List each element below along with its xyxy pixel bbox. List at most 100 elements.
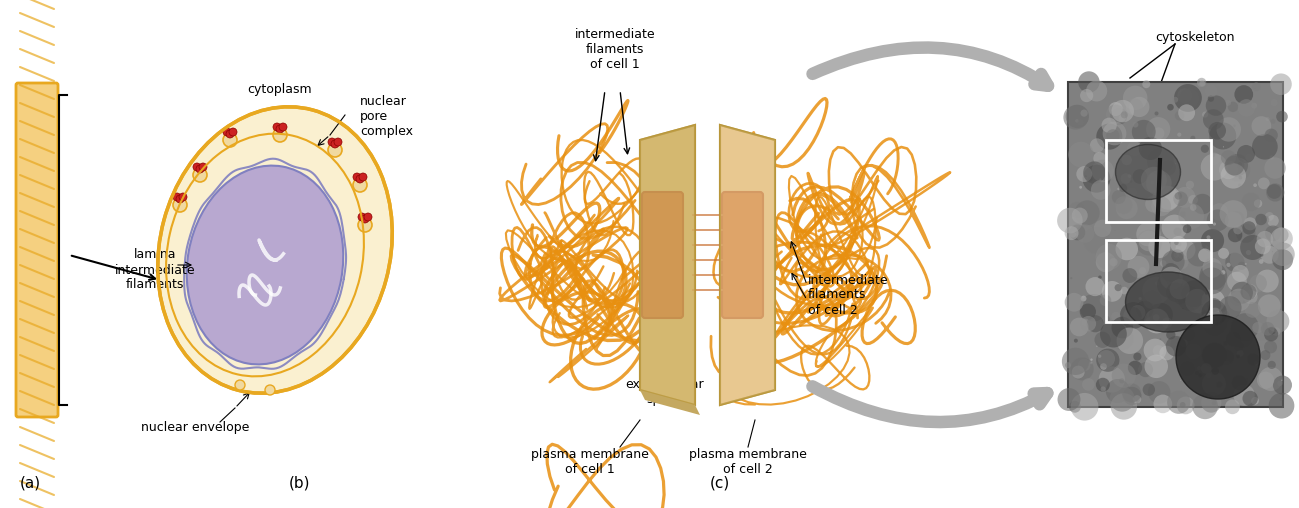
Ellipse shape <box>157 107 392 393</box>
Circle shape <box>1129 97 1150 117</box>
Circle shape <box>235 380 246 390</box>
Circle shape <box>1126 99 1143 115</box>
Circle shape <box>1079 89 1094 102</box>
Circle shape <box>229 128 236 136</box>
Circle shape <box>1112 100 1134 122</box>
Circle shape <box>1244 302 1260 318</box>
Circle shape <box>1179 339 1187 347</box>
Circle shape <box>1230 292 1243 306</box>
Circle shape <box>1178 88 1199 109</box>
Circle shape <box>1143 291 1161 309</box>
Circle shape <box>1076 119 1078 122</box>
Circle shape <box>1152 345 1164 356</box>
Circle shape <box>1190 298 1196 305</box>
Circle shape <box>1070 318 1089 336</box>
Bar <box>1068 82 1283 407</box>
Circle shape <box>1131 120 1156 144</box>
Circle shape <box>1233 124 1235 127</box>
Circle shape <box>1115 284 1122 291</box>
Circle shape <box>1259 259 1264 264</box>
Circle shape <box>1251 397 1259 405</box>
Circle shape <box>1174 294 1186 305</box>
Circle shape <box>1109 108 1128 125</box>
Circle shape <box>1242 391 1257 406</box>
Circle shape <box>1083 162 1105 184</box>
Circle shape <box>1077 119 1083 125</box>
Circle shape <box>1198 248 1212 262</box>
Circle shape <box>1272 327 1281 336</box>
Circle shape <box>1135 301 1154 319</box>
Circle shape <box>1177 286 1203 311</box>
Circle shape <box>1260 253 1264 257</box>
Circle shape <box>1251 116 1272 136</box>
Circle shape <box>1234 385 1255 406</box>
Circle shape <box>1078 359 1090 371</box>
Circle shape <box>1177 133 1181 137</box>
Circle shape <box>1202 300 1228 326</box>
Text: cytoplasm: cytoplasm <box>248 83 312 97</box>
Circle shape <box>1237 350 1243 357</box>
Circle shape <box>1167 330 1176 339</box>
Circle shape <box>1238 162 1242 166</box>
Circle shape <box>1196 366 1202 370</box>
Circle shape <box>1064 105 1087 130</box>
Circle shape <box>1205 96 1226 116</box>
Text: intermediate
filaments
of cell 2: intermediate filaments of cell 2 <box>808 273 889 316</box>
Circle shape <box>1242 193 1260 211</box>
Circle shape <box>1174 240 1178 245</box>
Circle shape <box>1254 183 1257 187</box>
Circle shape <box>1218 296 1242 319</box>
Circle shape <box>1147 148 1174 175</box>
Circle shape <box>1070 231 1077 238</box>
Circle shape <box>1238 262 1246 270</box>
Circle shape <box>1272 242 1295 266</box>
Circle shape <box>223 133 236 147</box>
Circle shape <box>1270 228 1293 250</box>
Circle shape <box>1070 277 1073 279</box>
Circle shape <box>1081 316 1096 331</box>
Circle shape <box>1102 118 1117 133</box>
Text: nuclear
pore
complex: nuclear pore complex <box>360 95 413 138</box>
Circle shape <box>1181 362 1194 375</box>
Circle shape <box>1098 275 1102 279</box>
Circle shape <box>1202 244 1205 248</box>
Circle shape <box>1102 281 1122 302</box>
Circle shape <box>1070 358 1094 380</box>
Circle shape <box>1156 186 1181 210</box>
Circle shape <box>1179 211 1186 217</box>
Circle shape <box>1100 387 1105 392</box>
Circle shape <box>1208 308 1222 323</box>
FancyArrowPatch shape <box>812 387 1047 422</box>
Circle shape <box>1228 289 1250 311</box>
Circle shape <box>1277 380 1282 386</box>
Circle shape <box>1241 235 1265 260</box>
Circle shape <box>1069 225 1085 240</box>
Circle shape <box>1173 252 1179 258</box>
Circle shape <box>275 125 284 133</box>
Circle shape <box>1216 382 1222 388</box>
Circle shape <box>1203 109 1224 130</box>
Circle shape <box>1231 375 1247 390</box>
Circle shape <box>1174 192 1182 200</box>
Circle shape <box>1094 219 1112 237</box>
Circle shape <box>1202 393 1221 412</box>
Circle shape <box>1139 137 1161 160</box>
Circle shape <box>1225 155 1244 175</box>
Text: (c): (c) <box>709 475 730 490</box>
Circle shape <box>1069 202 1085 218</box>
Circle shape <box>1217 117 1241 142</box>
Text: extracellular
space: extracellular space <box>626 378 704 406</box>
Circle shape <box>1200 145 1209 153</box>
Circle shape <box>1270 119 1276 124</box>
Circle shape <box>1173 254 1189 270</box>
Circle shape <box>1257 177 1269 189</box>
Circle shape <box>1148 236 1170 258</box>
Circle shape <box>1207 298 1221 312</box>
Circle shape <box>1276 111 1287 122</box>
Circle shape <box>1199 262 1228 290</box>
Circle shape <box>1220 200 1247 228</box>
Circle shape <box>1161 214 1187 240</box>
Circle shape <box>1221 163 1246 188</box>
Circle shape <box>1072 217 1074 219</box>
Circle shape <box>1261 322 1274 336</box>
